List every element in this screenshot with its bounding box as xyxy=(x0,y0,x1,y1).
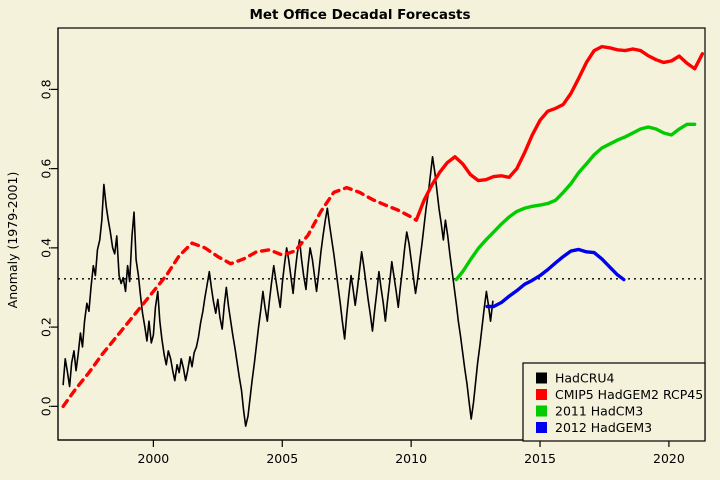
legend-label-cmip5-hadgem2-rcp45[interactable]: CMIP5 HadGEM2 RCP45 xyxy=(555,387,703,402)
y-axis-tick-label: 0.2 xyxy=(39,317,54,337)
legend-box xyxy=(522,362,706,442)
y-axis-tick-label: 0.0 xyxy=(39,396,54,416)
legend-label-hadcru4[interactable]: HadCRU4 xyxy=(555,371,615,386)
x-axis-tick-label: 2015 xyxy=(524,451,556,466)
series-line-hadcru4-smoothed-trend xyxy=(61,185,418,409)
y-axis-tick-label: 0.6 xyxy=(39,159,54,179)
y-axis-title: Anomaly (1979-2001) xyxy=(5,172,20,309)
legend-swatch-2012-hadgem3[interactable] xyxy=(536,422,547,433)
series-line-2011-hadcm3 xyxy=(454,122,697,282)
chart-title: Met Office Decadal Forecasts xyxy=(249,7,470,23)
legend-swatch-2011-hadcm3[interactable] xyxy=(536,405,547,417)
x-axis-tick-label: 2020 xyxy=(653,451,685,466)
series-line-hadcru4 xyxy=(62,155,494,427)
series-line-cmip5-hadgem2-rcp45 xyxy=(414,44,705,222)
legend-swatch-cmip5-hadgem2-rcp45[interactable] xyxy=(536,389,547,400)
data-series-group xyxy=(61,44,705,427)
y-axis-tick-label: 0.4 xyxy=(39,238,54,258)
x-axis-tick-label: 2010 xyxy=(395,451,427,466)
plot-frame xyxy=(57,27,706,441)
legend-label-2012-hadgem3[interactable]: 2012 HadGEM3 xyxy=(555,420,652,435)
y-axis-tick-label: 0.8 xyxy=(39,79,54,99)
x-axis-tick-label: 2005 xyxy=(266,451,298,466)
x-axis-tick-label: 2000 xyxy=(137,451,169,466)
legend-swatch-hadcru4[interactable] xyxy=(536,372,547,384)
series-line-2012-hadgem3 xyxy=(485,247,626,309)
legend-label-2011-hadcm3[interactable]: 2011 HadCM3 xyxy=(555,404,643,419)
